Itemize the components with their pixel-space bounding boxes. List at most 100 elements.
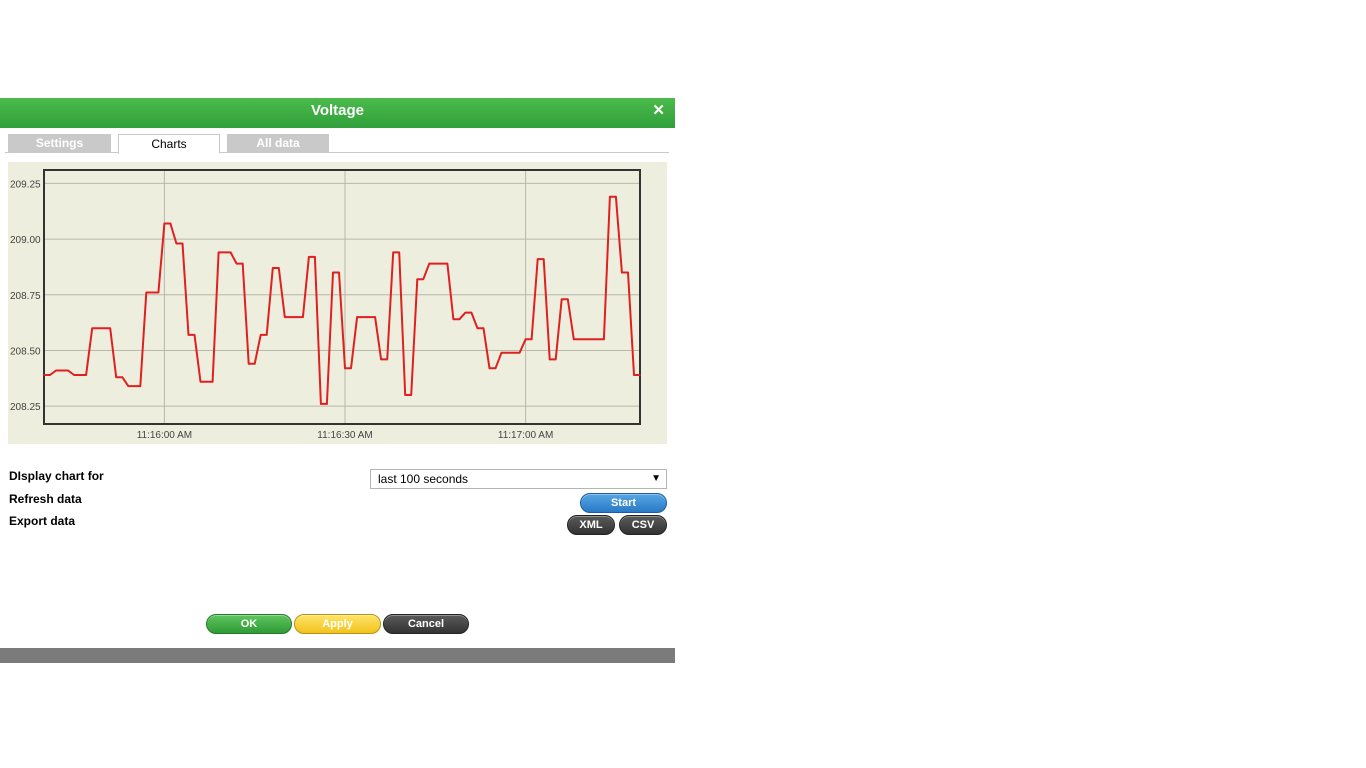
data-point [597, 338, 599, 341]
data-point [296, 316, 298, 318]
voltage-chart: 209.25 209.00 208.75 208.50 208.25 11:16:00 A… [8, 162, 667, 444]
data-point [97, 327, 99, 329]
chart-svg: 209.25 209.00 208.75 208.50 208.25 11:16:00 A… [10, 169, 641, 441]
data-point [554, 358, 557, 361]
data-point [572, 338, 575, 341]
data-point [103, 327, 106, 329]
data-point [512, 351, 515, 354]
data-point [109, 327, 112, 329]
data-point [633, 374, 635, 376]
data-point [560, 298, 563, 301]
data-point [404, 394, 407, 396]
data-point [73, 374, 75, 376]
dialog-title: Voltage [310, 102, 365, 119]
data-point [271, 267, 274, 269]
data-point [410, 394, 413, 396]
data-point [392, 251, 394, 254]
export-csv-button[interactable]: CSV [619, 515, 667, 535]
export-xml-button[interactable]: XML [567, 515, 615, 535]
y-tick-label: 208.25 [10, 402, 41, 413]
data-point [320, 403, 322, 405]
data-point [139, 385, 142, 387]
data-point [416, 278, 419, 280]
data-point [639, 374, 641, 376]
data-point [127, 385, 130, 387]
data-point [223, 251, 226, 254]
tab-bar: Settings Charts All data [5, 134, 669, 154]
x-tick-label: 11:16:30 AM [317, 430, 372, 441]
tab-charts[interactable]: Charts [118, 134, 220, 154]
data-point [440, 262, 443, 265]
data-point [205, 380, 208, 383]
data-point [615, 195, 617, 198]
y-tick-label: 209.25 [10, 179, 41, 190]
data-point [199, 380, 202, 383]
data-point [542, 258, 545, 260]
data-point [494, 367, 497, 370]
apply-button[interactable]: Apply [294, 614, 381, 634]
y-tick-label: 208.75 [10, 291, 41, 302]
data-point [458, 318, 461, 321]
data-point [308, 256, 310, 258]
data-point [211, 380, 214, 383]
dropdown-arrow-icon: ▼ [651, 473, 661, 484]
data-point [175, 242, 178, 245]
data-point [247, 363, 250, 365]
display-chart-label: DIsplay chart for [9, 469, 104, 483]
data-point [290, 316, 292, 318]
data-point [67, 369, 69, 372]
data-point [163, 222, 166, 225]
data-point [151, 291, 154, 294]
data-point [314, 256, 316, 258]
data-point [350, 367, 352, 370]
tab-settings[interactable]: Settings [8, 134, 111, 152]
data-point [241, 262, 244, 265]
x-tick-label: 11:16:00 AM [137, 430, 192, 441]
dialog-footer-bar [0, 648, 675, 663]
data-point [356, 316, 358, 318]
data-point [193, 334, 196, 336]
data-point [284, 316, 286, 318]
x-tick-label: 11:17:00 AM [498, 430, 553, 441]
data-point [55, 369, 57, 372]
data-point [229, 251, 232, 254]
data-point [145, 291, 148, 294]
data-point [253, 363, 256, 365]
data-point [428, 262, 431, 265]
refresh-data-label: Refresh data [9, 492, 82, 506]
start-button[interactable]: Start [580, 493, 667, 513]
data-point [187, 334, 190, 336]
data-point [488, 367, 491, 370]
data-point [265, 334, 268, 336]
display-period-select[interactable]: last 100 seconds ▼ [370, 469, 667, 489]
close-icon[interactable]: ✕ [652, 102, 665, 119]
data-point [500, 351, 503, 354]
data-point [259, 334, 262, 336]
data-point [362, 316, 364, 318]
data-point [476, 327, 479, 329]
tab-all-data[interactable]: All data [227, 134, 329, 152]
dialog-titlebar[interactable]: Voltage ✕ [0, 98, 675, 128]
data-point [446, 262, 449, 265]
data-point [121, 376, 124, 379]
data-point [398, 251, 400, 254]
data-point [85, 374, 87, 376]
data-point [61, 369, 63, 372]
data-point [79, 374, 81, 376]
display-period-value: last 100 seconds [378, 472, 469, 486]
data-point [422, 278, 425, 280]
data-point [157, 291, 160, 294]
data-point [217, 251, 220, 254]
data-point [277, 267, 280, 269]
data-point [585, 338, 587, 341]
data-point [603, 338, 605, 341]
data-point [482, 327, 485, 329]
ok-button[interactable]: OK [206, 614, 292, 634]
data-point [609, 195, 611, 198]
y-tick-label: 208.50 [10, 346, 41, 357]
data-point [566, 298, 569, 301]
cancel-button[interactable]: Cancel [383, 614, 469, 634]
export-data-label: Export data [9, 514, 76, 528]
data-point [374, 316, 376, 318]
data-point [578, 338, 581, 341]
